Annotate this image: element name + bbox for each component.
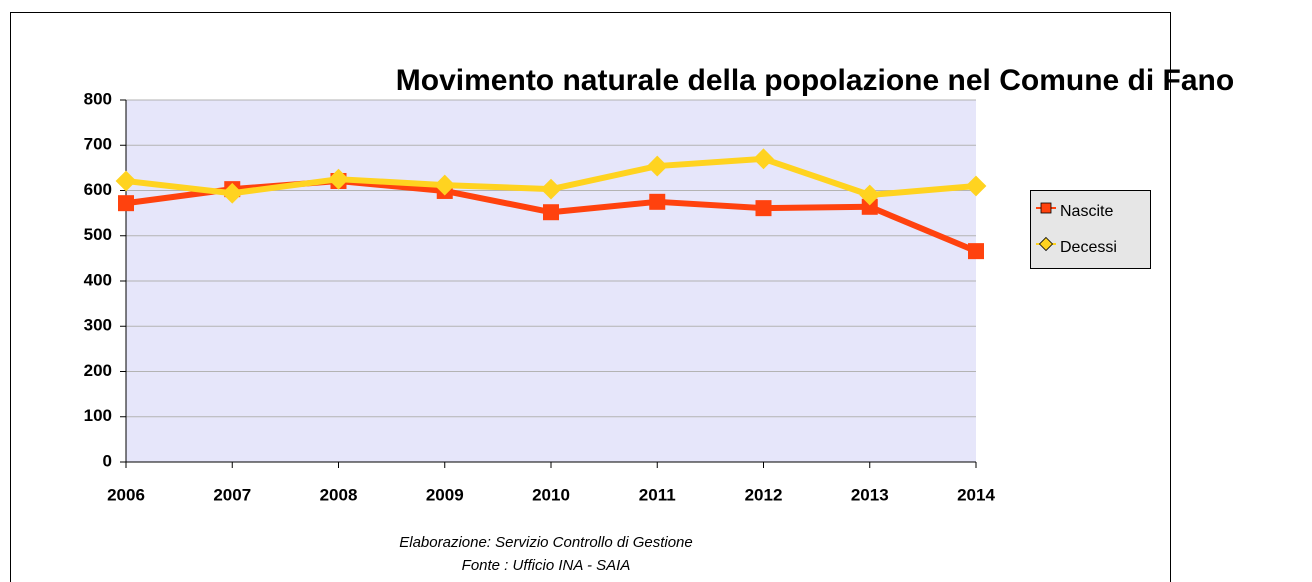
y-tick-label: 300	[84, 316, 112, 335]
point	[861, 198, 878, 215]
point	[221, 182, 243, 204]
y-tick-label: 600	[84, 180, 112, 199]
y-tick-label: 0	[103, 451, 112, 470]
point	[118, 195, 134, 212]
point	[859, 184, 881, 206]
chart-title: Movimento naturale della popolazione nel…	[396, 64, 1234, 97]
y-tick-label: 800	[84, 89, 112, 108]
x-tick-label: 2009	[426, 485, 464, 504]
y-tick-label: 500	[84, 225, 112, 244]
x-tick-label: 2012	[745, 485, 783, 504]
y-tick-label: 100	[84, 406, 112, 425]
x-tick-label: 2006	[107, 485, 145, 504]
note: Fonte : Ufficio INA - SAIA	[462, 557, 631, 574]
y-tick-label: 700	[84, 135, 112, 154]
y-tick-label: 400	[84, 270, 112, 289]
legend-label: Decessi	[1060, 239, 1117, 256]
x-tick-label: 2013	[851, 485, 889, 504]
point	[753, 148, 774, 170]
x-tick-label: 2010	[532, 485, 570, 504]
x-tick-label: 2011	[639, 485, 676, 504]
legend-marker	[1040, 202, 1052, 214]
point	[328, 168, 349, 190]
point	[434, 174, 456, 196]
point	[965, 175, 987, 197]
x-tick-label: 2014	[957, 485, 995, 504]
point	[540, 178, 562, 200]
note: Elaborazione: Servizio Controllo di Gest…	[399, 534, 693, 551]
point	[646, 155, 668, 177]
point	[649, 193, 666, 210]
point	[755, 200, 772, 217]
x-tick-label: 2007	[213, 485, 251, 504]
point	[115, 170, 137, 192]
legend-marker	[1038, 236, 1054, 252]
y-tick-label: 200	[84, 361, 112, 380]
point	[543, 204, 559, 221]
legend-box	[1030, 190, 1151, 269]
legend-label: Nascite	[1060, 203, 1113, 220]
x-tick-label: 2008	[320, 485, 358, 504]
point	[968, 243, 984, 260]
